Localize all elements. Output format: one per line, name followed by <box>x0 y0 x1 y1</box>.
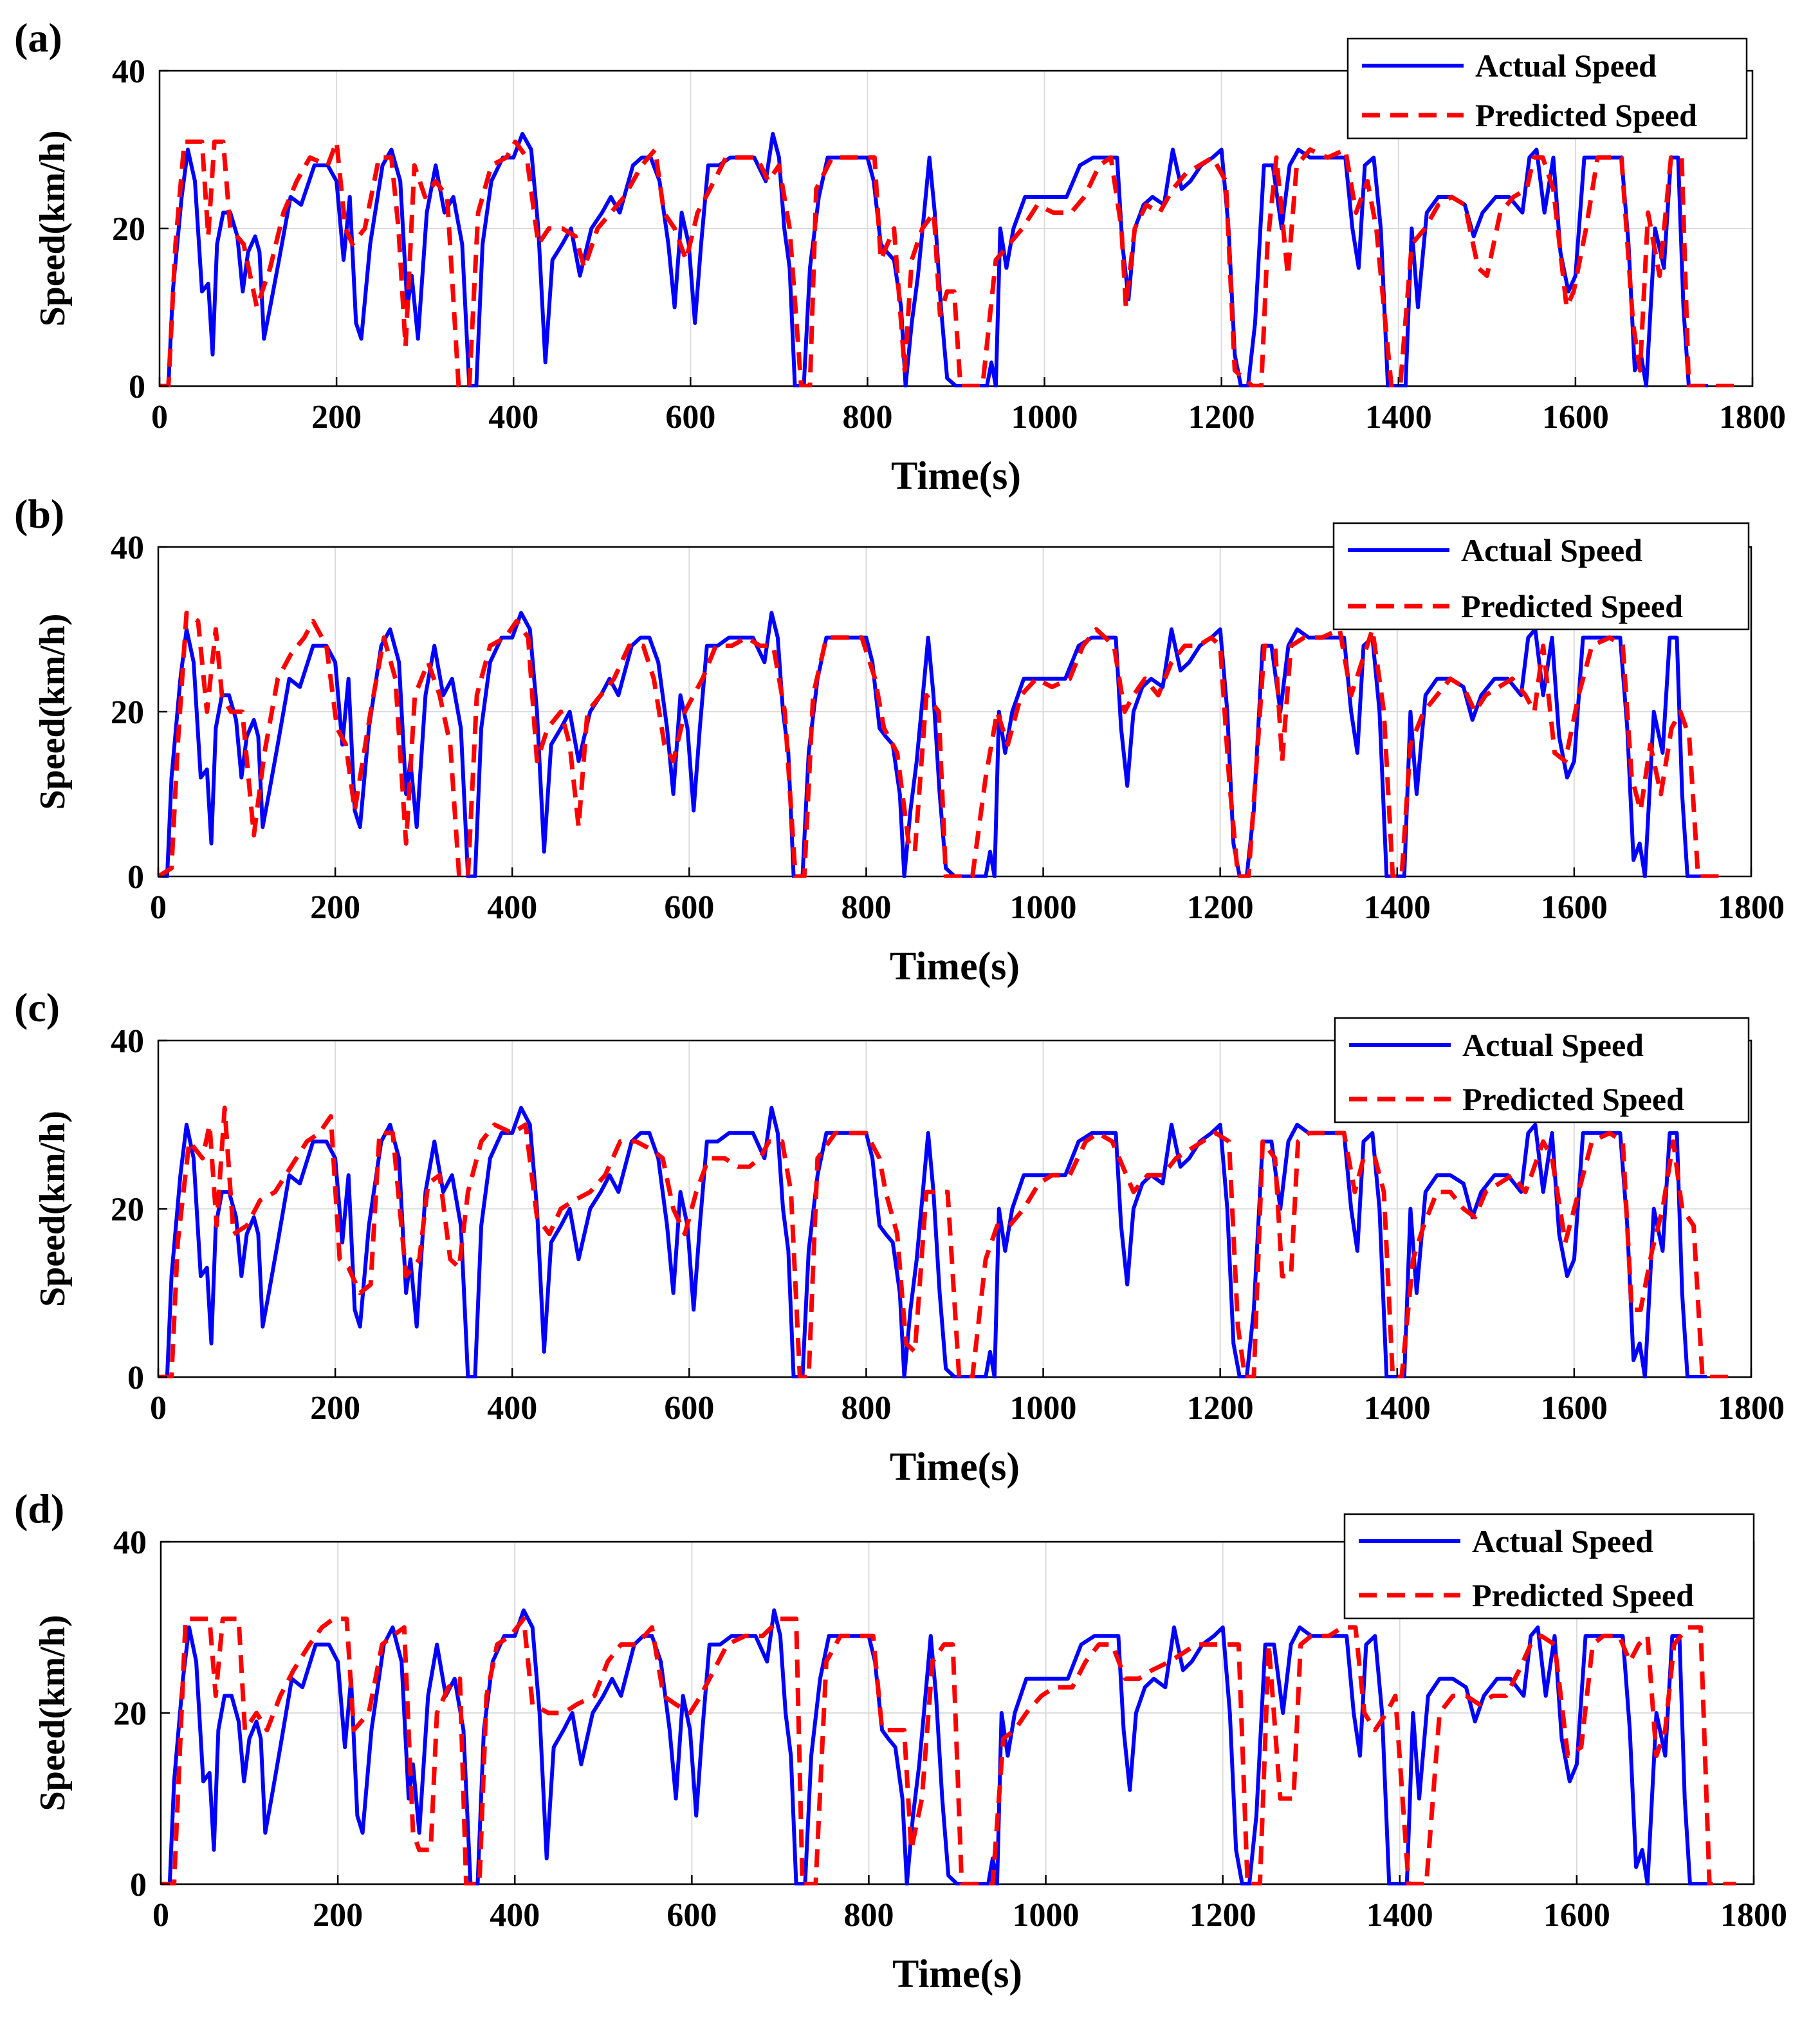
legend-entry-label: Actual Speed <box>1461 532 1642 568</box>
x-tick-label: 400 <box>490 1897 540 1934</box>
x-tick-label: 1600 <box>1543 1897 1610 1934</box>
x-tick-label: 600 <box>665 399 715 436</box>
x-tick-label: 1800 <box>1718 1390 1785 1427</box>
predicted-speed-line <box>161 1616 1736 1885</box>
y-axis-label: Speed(km/h) <box>33 1615 73 1811</box>
legend: Actual Speed Predicted Speed <box>1347 37 1748 140</box>
legend-box <box>1334 1017 1750 1124</box>
x-tick-label: 1000 <box>1011 399 1078 436</box>
y-tick-label: 40 <box>111 1023 144 1060</box>
legend-entry-label: Predicted Speed <box>1475 97 1697 133</box>
x-tick-label: 1400 <box>1365 399 1432 436</box>
x-tick-label: 0 <box>150 1390 167 1427</box>
x-tick-label: 1000 <box>1013 1897 1080 1934</box>
x-tick-label: 0 <box>150 889 167 926</box>
panel-a: 0 200 400 600 800 1000 1200 1400 1600 1800 0 20 40 Ti… <box>14 15 1786 498</box>
legend-entry-label: Predicted Speed <box>1462 1081 1684 1117</box>
x-tick-label: 600 <box>666 1897 717 1934</box>
y-tick-label: 0 <box>127 1360 144 1396</box>
legend-box <box>1332 522 1750 631</box>
panel-label: (d) <box>14 1486 64 1532</box>
predicted-speed-line <box>158 610 1725 878</box>
panel-b: 0 200 400 600 800 1000 1200 1400 1600 1800 0 20 40 Ti… <box>14 491 1785 988</box>
legend: Actual Speed Predicted Speed <box>1343 1513 1755 1620</box>
legend-box <box>1347 37 1748 140</box>
x-tick-label: 1800 <box>1720 1897 1787 1934</box>
y-tick-label: 0 <box>127 859 144 896</box>
x-tick-label: 200 <box>310 889 360 926</box>
legend-entry-label: Actual Speed <box>1475 48 1657 84</box>
x-tick-label: 1600 <box>1541 1390 1608 1427</box>
y-axis-label: Speed(km/h) <box>33 131 73 327</box>
x-tick-label: 800 <box>842 399 892 436</box>
x-tick-label: 600 <box>664 889 714 926</box>
x-tick-label: 400 <box>488 399 538 436</box>
legend: Actual Speed Predicted Speed <box>1334 1017 1750 1124</box>
predicted-speed-line <box>160 139 1735 387</box>
x-axis-label: Time(s) <box>890 945 1020 988</box>
panel-c: 0 200 400 600 800 1000 1200 1400 1600 1800 0 20 40 Ti… <box>14 985 1785 1489</box>
x-tick-label: 0 <box>151 399 168 436</box>
predicted-speed-line <box>158 1106 1734 1378</box>
legend-entry-label: Predicted Speed <box>1461 588 1683 624</box>
x-tick-label: 1000 <box>1010 889 1077 926</box>
y-tick-label: 20 <box>113 1696 147 1732</box>
x-tick-label: 400 <box>487 889 537 926</box>
x-tick-label: 200 <box>310 1390 360 1427</box>
x-tick-label: 400 <box>487 1390 537 1427</box>
panel-d: 0 200 400 600 800 1000 1200 1400 1600 1800 0 20 40 Ti… <box>14 1486 1787 1996</box>
x-tick-label: 600 <box>664 1390 714 1427</box>
panel-label: (a) <box>14 15 62 60</box>
legend-entry-label: Actual Speed <box>1472 1523 1653 1559</box>
legend-entry-label: Predicted Speed <box>1472 1577 1694 1613</box>
x-axis-label: Time(s) <box>891 454 1021 498</box>
y-tick-label: 40 <box>113 1524 147 1561</box>
y-tick-label: 20 <box>112 211 145 248</box>
y-tick-label: 0 <box>130 1867 147 1903</box>
y-tick-label: 20 <box>111 1192 144 1228</box>
x-tick-label: 1400 <box>1364 889 1431 926</box>
legend: Actual Speed Predicted Speed <box>1332 522 1750 631</box>
x-tick-label: 1200 <box>1187 1390 1254 1427</box>
x-tick-label: 1600 <box>1542 399 1609 436</box>
y-tick-label: 0 <box>129 369 145 405</box>
x-tick-label: 200 <box>313 1897 363 1934</box>
x-axis-label: Time(s) <box>890 1445 1020 1489</box>
actual-speed-line <box>161 1608 1710 1885</box>
x-tick-label: 1400 <box>1366 1897 1433 1934</box>
x-tick-label: 800 <box>841 889 891 926</box>
panel-label: (c) <box>14 985 60 1030</box>
legend-box <box>1343 1513 1755 1620</box>
actual-speed-line <box>160 132 1709 387</box>
x-tick-label: 800 <box>841 1390 891 1427</box>
x-tick-label: 1800 <box>1719 399 1786 436</box>
actual-speed-line <box>158 611 1707 878</box>
y-axis-label: Speed(km/h) <box>33 1111 73 1307</box>
x-tick-label: 800 <box>843 1897 894 1934</box>
x-tick-label: 200 <box>311 399 362 436</box>
legend-entry-label: Actual Speed <box>1462 1027 1644 1063</box>
x-tick-label: 0 <box>152 1897 169 1934</box>
y-axis-label: Speed(km/h) <box>33 614 73 810</box>
x-tick-label: 1400 <box>1364 1390 1431 1427</box>
actual-speed-line <box>158 1106 1707 1378</box>
y-tick-label: 40 <box>112 53 145 90</box>
y-tick-label: 20 <box>111 694 144 731</box>
x-tick-label: 1200 <box>1190 1897 1256 1934</box>
x-tick-label: 1200 <box>1188 399 1255 436</box>
x-tick-label: 1600 <box>1541 889 1608 926</box>
x-tick-label: 1000 <box>1010 1390 1077 1427</box>
panel-label: (b) <box>14 491 64 537</box>
y-tick-label: 40 <box>111 530 144 566</box>
x-axis-label: Time(s) <box>892 1952 1022 1996</box>
x-tick-label: 1200 <box>1187 889 1254 926</box>
x-tick-label: 1800 <box>1718 889 1785 926</box>
